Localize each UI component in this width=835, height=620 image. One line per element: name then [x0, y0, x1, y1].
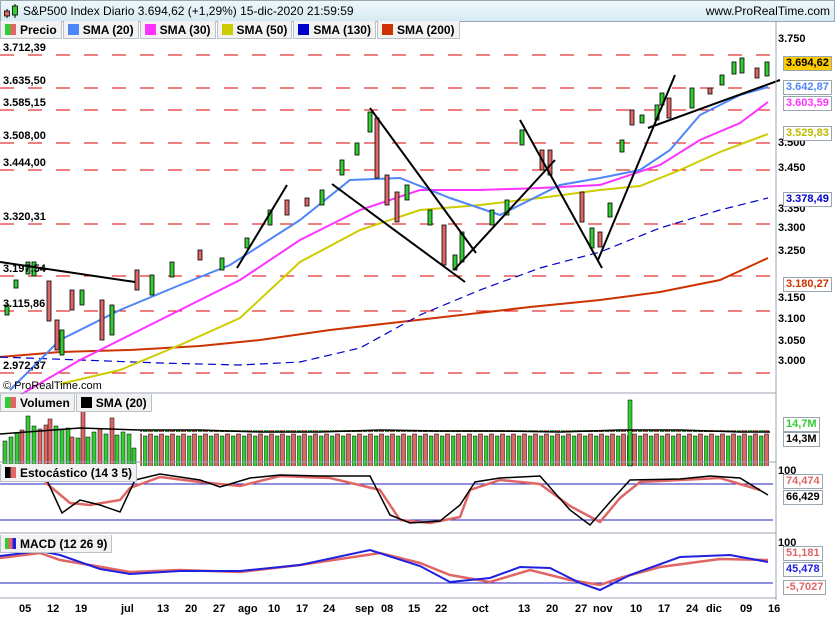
sma50-value-box: 3.529,83	[783, 126, 832, 141]
x-tick: 27	[575, 603, 588, 615]
level-label: 3.115,86	[3, 298, 46, 310]
x-tick: 13	[157, 603, 170, 615]
x-tick: 16	[768, 603, 781, 615]
y-tick: 3.250	[778, 245, 806, 257]
sma30-swatch-icon	[144, 24, 156, 35]
y-tick: 3.150	[778, 292, 806, 304]
x-tick: 10	[630, 603, 643, 615]
volume-legend: Volumen SMA (20)	[0, 394, 153, 412]
x-tick: 15	[408, 603, 421, 615]
stochastic-d-box: 66,429	[783, 490, 823, 505]
watermark: © ProRealTime.com	[3, 380, 102, 392]
y-tick: 3.050	[778, 335, 806, 347]
y-tick: 3.100	[778, 313, 806, 325]
sma20-value-box: 3.642,87	[783, 80, 832, 95]
price-value-box: 3.694,62	[783, 56, 832, 71]
macd-swatch-icon	[5, 538, 16, 549]
x-tick: 27	[213, 603, 226, 615]
sma200-value-box: 3.180,27	[783, 277, 832, 292]
y-tick: 3.450	[778, 162, 806, 174]
indicator-legend: Precio SMA (20) SMA (30) SMA (50) SMA (1…	[0, 21, 461, 39]
level-label: 3.635,50	[3, 75, 46, 87]
legend-sma130[interactable]: SMA (130)	[293, 21, 376, 39]
x-tick: jul	[121, 603, 134, 615]
x-tick: 22	[435, 603, 448, 615]
x-tick: 10	[268, 603, 281, 615]
x-tick: nov	[593, 603, 613, 615]
x-tick: 08	[381, 603, 394, 615]
x-tick: 05	[19, 603, 32, 615]
legend-volumen[interactable]: Volumen	[0, 394, 75, 412]
level-label: 3.712,39	[3, 42, 46, 54]
x-tick: 20	[546, 603, 559, 615]
sma200-swatch-icon	[381, 24, 393, 35]
stochastic-legend: Estocástico (14 3 5)	[0, 464, 138, 482]
stochastic-k-box: 74,474	[783, 474, 823, 489]
y-tick: 3.750	[778, 33, 806, 45]
macd-value-box: 51,181	[783, 546, 823, 561]
x-tick: 19	[75, 603, 88, 615]
x-tick: 17	[296, 603, 309, 615]
x-tick: sep	[355, 603, 374, 615]
x-tick: 17	[658, 603, 671, 615]
level-label: 3.508,00	[3, 130, 46, 142]
signal-value-box: 45,478	[783, 562, 823, 577]
candlestick-logo-icon	[4, 4, 18, 18]
legend-sma20[interactable]: SMA (20)	[62, 21, 139, 39]
stochastic-swatch-icon	[5, 467, 16, 478]
sma30-value-box: 3.603,59	[783, 96, 832, 111]
sma50-swatch-icon	[221, 24, 233, 35]
legend-sma200[interactable]: SMA (200)	[376, 21, 460, 39]
sma130-value-box: 3.378,49	[783, 192, 832, 207]
sma20-swatch-icon	[67, 24, 79, 35]
price-swatch-icon	[5, 24, 16, 35]
x-tick: 13	[518, 603, 531, 615]
chart-title: S&P500 Index Diario 3.694,62 (+1,29%) 15…	[23, 4, 354, 18]
x-tick: oct	[472, 603, 489, 615]
volume-swatch-icon	[5, 397, 16, 408]
legend-precio[interactable]: Precio	[0, 21, 62, 39]
x-tick: 24	[323, 603, 336, 615]
macd-legend: MACD (12 26 9)	[0, 535, 113, 553]
x-tick: 20	[185, 603, 198, 615]
level-label: 2.972,37	[3, 360, 46, 372]
legend-macd[interactable]: MACD (12 26 9)	[0, 535, 113, 553]
legend-sma50[interactable]: SMA (50)	[216, 21, 293, 39]
x-tick: ago	[238, 603, 258, 615]
volume-sma-swatch-icon	[80, 397, 92, 408]
legend-estocastico[interactable]: Estocástico (14 3 5)	[0, 464, 138, 482]
y-tick: 3.000	[778, 355, 806, 367]
title-bar: S&P500 Index Diario 3.694,62 (+1,29%) 15…	[0, 0, 835, 22]
level-label: 3.197,54	[3, 263, 46, 275]
x-tick: 24	[686, 603, 699, 615]
level-label: 3.585,15	[3, 97, 46, 109]
legend-sma30[interactable]: SMA (30)	[139, 21, 216, 39]
y-tick: 3.300	[778, 222, 806, 234]
volume-value-box: 14,7M	[783, 417, 820, 432]
legend-volume-sma[interactable]: SMA (20)	[75, 394, 152, 412]
x-tick: dic	[706, 603, 722, 615]
sma130-swatch-icon	[298, 24, 310, 35]
x-tick: 12	[47, 603, 60, 615]
x-tick: 09	[740, 603, 753, 615]
site-link[interactable]: www.ProRealTime.com	[705, 4, 830, 18]
volume-sma-value-box: 14,3M	[783, 432, 820, 447]
histogram-value-box: -5,7027	[783, 580, 827, 595]
level-label: 3.444,00	[3, 157, 46, 169]
level-label: 3.320,31	[3, 211, 46, 223]
